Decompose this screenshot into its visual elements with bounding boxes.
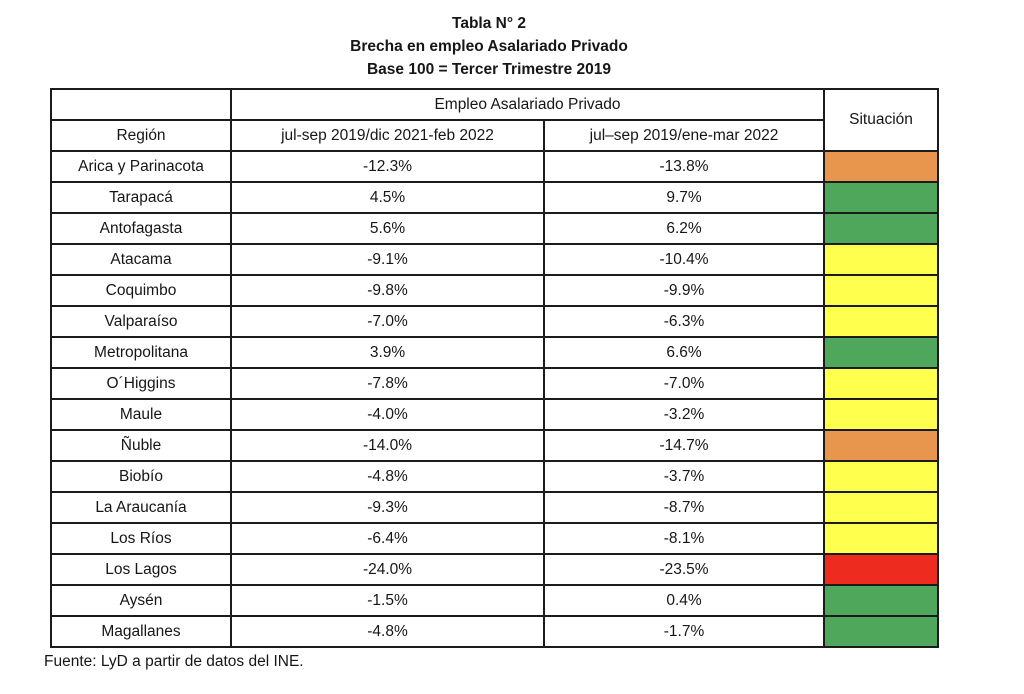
table-row: Metropolitana 3.9% 6.6% <box>50 336 939 369</box>
region-cell: Magallanes <box>50 615 232 648</box>
region-cell: Atacama <box>50 243 232 276</box>
status-cell <box>823 274 939 307</box>
status-cell <box>823 305 939 338</box>
region-cell: La Araucanía <box>50 491 232 524</box>
table-row: Antofagasta 5.6% 6.2% <box>50 212 939 245</box>
status-cell <box>823 150 939 183</box>
status-cell <box>823 491 939 524</box>
status-cell <box>823 615 939 648</box>
table-row: Ñuble -14.0% -14.7% <box>50 429 939 462</box>
region-cell: Metropolitana <box>50 336 232 369</box>
status-cell <box>823 367 939 400</box>
status-cell <box>823 243 939 276</box>
table-row: La Araucanía -9.3% -8.7% <box>50 491 939 524</box>
region-cell: Biobío <box>50 460 232 493</box>
value-cell: -4.8% <box>230 460 545 493</box>
region-cell: Los Lagos <box>50 553 232 586</box>
value-cell: -13.8% <box>543 150 825 183</box>
region-cell: Valparaíso <box>50 305 232 338</box>
value-cell: -4.8% <box>230 615 545 648</box>
value-cell: -1.5% <box>230 584 545 617</box>
table-row: Aysén -1.5% 0.4% <box>50 584 939 617</box>
region-cell: Arica y Parinacota <box>50 150 232 183</box>
group-header-cell: Empleo Asalariado Privado <box>230 88 825 121</box>
col1-header-cell: jul-sep 2019/dic 2021-feb 2022 <box>230 119 545 152</box>
page: Tabla N° 2 Brecha en empleo Asalariado P… <box>0 12 1024 694</box>
value-cell: -6.4% <box>230 522 545 555</box>
table-row: Tarapacá 4.5% 9.7% <box>50 181 939 214</box>
col2-header-cell: jul–sep 2019/ene-mar 2022 <box>543 119 825 152</box>
table-row: Coquimbo -9.8% -9.9% <box>50 274 939 307</box>
table-row: Los Ríos -6.4% -8.1% <box>50 522 939 555</box>
region-cell: Los Ríos <box>50 522 232 555</box>
value-cell: -9.1% <box>230 243 545 276</box>
value-cell: 6.6% <box>543 336 825 369</box>
header-row-sub: Región jul-sep 2019/dic 2021-feb 2022 ju… <box>50 119 938 152</box>
value-cell: -14.0% <box>230 429 545 462</box>
region-cell: Antofagasta <box>50 212 232 245</box>
value-cell: -9.9% <box>543 274 825 307</box>
value-cell: -9.3% <box>230 491 545 524</box>
table-row: O´Higgins -7.8% -7.0% <box>50 367 939 400</box>
value-cell: -3.2% <box>543 398 825 431</box>
table-row: Arica y Parinacota -12.3% -13.8% <box>50 150 939 183</box>
employment-gap-table: Empleo Asalariado Privado Situación Regi… <box>50 88 939 648</box>
value-cell: -24.0% <box>230 553 545 586</box>
value-cell: -6.3% <box>543 305 825 338</box>
title-line-3: Base 100 = Tercer Trimestre 2019 <box>366 61 611 78</box>
value-cell: 9.7% <box>543 181 825 214</box>
value-cell: -14.7% <box>543 429 825 462</box>
value-cell: -23.5% <box>543 553 825 586</box>
value-cell: 4.5% <box>230 181 545 214</box>
region-cell: Aysén <box>50 584 232 617</box>
value-cell: -8.7% <box>543 491 825 524</box>
value-cell: 6.2% <box>543 212 825 245</box>
region-header-cell: Región <box>50 119 232 152</box>
value-cell: -7.8% <box>230 367 545 400</box>
table-row: Biobío -4.8% -3.7% <box>50 460 939 493</box>
value-cell: 0.4% <box>543 584 825 617</box>
value-cell: -9.8% <box>230 274 545 307</box>
value-cell: -1.7% <box>543 615 825 648</box>
table-row: Valparaíso -7.0% -6.3% <box>50 305 939 338</box>
table-row: Atacama -9.1% -10.4% <box>50 243 939 276</box>
value-cell: -8.1% <box>543 522 825 555</box>
value-cell: -7.0% <box>230 305 545 338</box>
value-cell: -7.0% <box>543 367 825 400</box>
status-cell <box>823 212 939 245</box>
value-cell: -12.3% <box>230 150 545 183</box>
value-cell: -10.4% <box>543 243 825 276</box>
status-cell <box>823 584 939 617</box>
title-line-2: Brecha en empleo Asalariado Privado <box>350 38 628 55</box>
table-title: Tabla N° 2 Brecha en empleo Asalariado P… <box>44 12 934 81</box>
status-cell <box>823 460 939 493</box>
status-cell <box>823 398 939 431</box>
title-line-1: Tabla N° 2 <box>452 15 526 32</box>
value-cell: -3.7% <box>543 460 825 493</box>
status-cell <box>823 553 939 586</box>
status-cell <box>823 429 939 462</box>
value-cell: 5.6% <box>230 212 545 245</box>
situacion-header-cell: Situación <box>823 88 939 152</box>
value-cell: 3.9% <box>230 336 545 369</box>
table-row: Los Lagos -24.0% -23.5% <box>50 553 939 586</box>
region-cell: O´Higgins <box>50 367 232 400</box>
status-cell <box>823 522 939 555</box>
status-cell <box>823 336 939 369</box>
region-cell: Coquimbo <box>50 274 232 307</box>
status-cell <box>823 181 939 214</box>
table-row: Maule -4.0% -3.2% <box>50 398 939 431</box>
region-cell: Tarapacá <box>50 181 232 214</box>
region-cell: Maule <box>50 398 232 431</box>
source-note: Fuente: LyD a partir de datos del INE. <box>44 653 304 670</box>
region-cell: Ñuble <box>50 429 232 462</box>
header-row-group: Empleo Asalariado Privado Situación <box>50 88 939 152</box>
value-cell: -4.0% <box>230 398 545 431</box>
corner-empty-cell <box>50 88 232 121</box>
table-row: Magallanes -4.8% -1.7% <box>50 615 939 648</box>
